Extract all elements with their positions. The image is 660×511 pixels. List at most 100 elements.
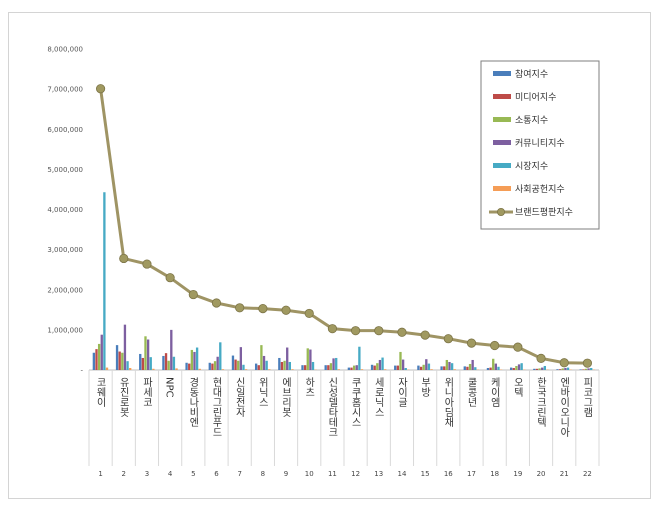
category-index: 19 [513,470,522,478]
bar [242,364,245,370]
bar [463,366,466,370]
bar [378,359,382,370]
bar [103,192,106,370]
bar [221,369,225,370]
line-marker [559,358,569,368]
bar [474,367,477,370]
legend-label: 참여지수 [515,68,548,80]
bar [97,343,101,370]
bar [280,361,284,370]
category-label: 쿨콩년 [465,377,477,407]
bar [541,367,544,370]
bar [149,357,152,370]
bar [216,356,219,370]
bar [262,355,266,370]
category-label: 하츠 [303,376,315,397]
bar [283,360,286,370]
legend-label: 소통지수 [515,115,548,126]
bar [105,367,109,370]
bar [118,351,121,370]
bar [268,369,271,370]
bar [419,366,423,370]
line-marker [119,253,129,264]
bar [360,369,364,370]
bar [278,357,281,370]
bar [309,349,312,370]
category-index: 1 [98,470,102,478]
bar [396,365,400,370]
category-label: 위니아딤채 [442,376,454,428]
line-marker [443,334,453,344]
bar [301,365,304,370]
bar [129,367,132,370]
bar [162,355,165,370]
category-label: 세로닉스 [372,377,384,417]
bar [347,367,351,370]
bar [538,368,541,370]
y-tick-label: 4,000,000 [47,206,83,214]
bar [286,347,289,370]
line-marker [513,342,523,352]
category-index: 21 [560,470,569,478]
bar [535,368,539,370]
bar [430,369,433,370]
bar [257,365,260,370]
category-index: 22 [583,470,592,478]
bar [512,367,515,370]
y-tick-label: - [80,367,83,375]
category-label: 피코그램 [581,377,593,417]
bar [211,363,214,370]
category-label: 케이엠 [488,377,500,407]
line-series [99,88,588,365]
bar [172,356,176,370]
bar [265,360,268,370]
line-marker [490,340,500,351]
category-index: 18 [490,470,499,478]
bar [453,369,456,370]
category-index: 12 [351,470,360,478]
bar [311,361,315,370]
category-index: 13 [374,470,383,478]
bar [195,347,199,370]
y-tick-label: 8,000,000 [47,46,83,54]
line-marker [582,358,593,368]
bar [587,368,590,370]
bar [237,360,240,370]
category-label: 현대그린푸드 [210,377,222,437]
bar [579,369,582,370]
bar [520,363,523,370]
bar [335,357,338,370]
bar [515,365,518,370]
category-label: NPC [164,377,175,398]
category-index: 20 [537,470,546,478]
bar [543,365,546,370]
bar [376,363,379,370]
legend-label: 미디어지수 [515,92,556,103]
bar [370,364,374,370]
bar [198,368,201,370]
bar [337,369,340,370]
bar [141,357,145,370]
bar [448,361,451,370]
y-tick-label: 7,000,000 [47,86,83,94]
line-marker [258,304,268,314]
bar [324,365,327,370]
bar [100,334,103,370]
category-label: 신일전자 [233,377,245,418]
bar [466,366,469,370]
category-label: 쿠쿠홈시스 [349,377,361,427]
category-index: 16 [444,470,453,478]
category-index: 15 [421,470,430,478]
bar [126,361,129,370]
bar [497,366,500,370]
category-index: 7 [237,470,241,478]
bar [445,359,449,370]
bar [443,366,446,370]
bar [404,367,407,370]
bar [139,353,142,370]
category-label: 위닉스 [256,376,268,407]
bar [144,336,147,370]
bar [556,369,559,370]
line-marker [536,353,546,363]
category-label: 한국크린텍 [535,377,547,428]
